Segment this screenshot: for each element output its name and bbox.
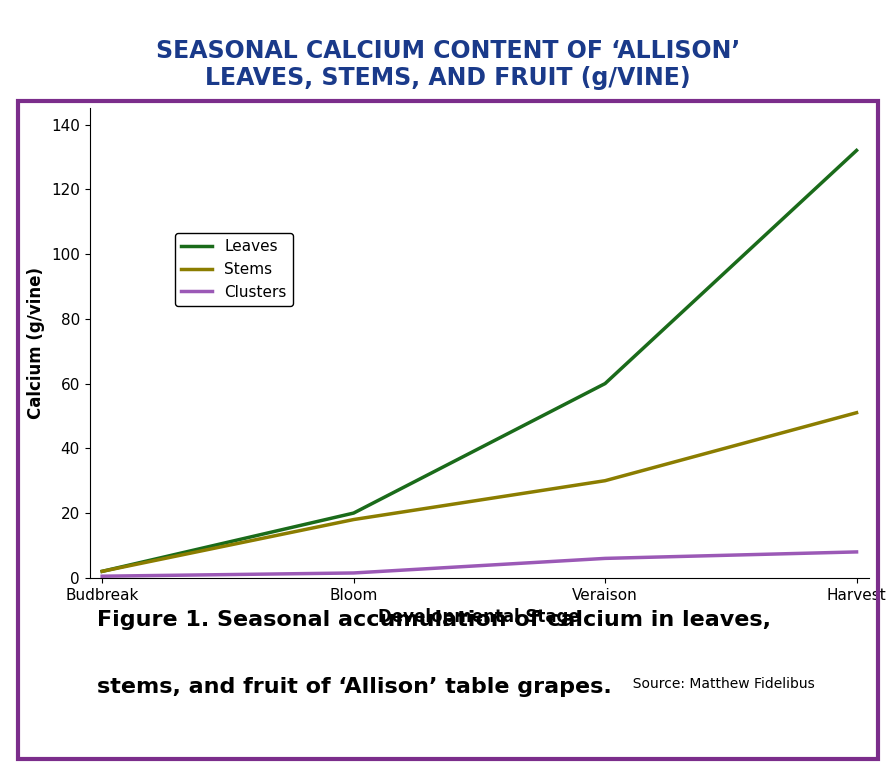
Line: Clusters: Clusters [102, 552, 857, 576]
Line: Stems: Stems [102, 413, 857, 571]
Leaves [349, 509, 359, 518]
Clusters [599, 553, 610, 563]
Leaves [599, 379, 610, 389]
Clusters [349, 568, 359, 577]
Legend: Leaves, Stems, Clusters: Leaves, Stems, Clusters [176, 234, 293, 306]
Y-axis label: Calcium (g/vine): Calcium (g/vine) [28, 267, 46, 419]
Clusters [97, 571, 108, 580]
Text: stems, and fruit of ‘Allison’ table grapes.: stems, and fruit of ‘Allison’ table grap… [98, 676, 612, 697]
Text: SEASONAL CALCIUM CONTENT OF ‘ALLISON’
LEAVES, STEMS, AND FRUIT (g/VINE): SEASONAL CALCIUM CONTENT OF ‘ALLISON’ LE… [156, 39, 740, 91]
X-axis label: Developmental Stage: Developmental Stage [378, 608, 581, 626]
Stems [349, 515, 359, 524]
Stems [599, 476, 610, 485]
Text: Source: Matthew Fidelibus: Source: Matthew Fidelibus [624, 676, 814, 690]
Leaves [851, 146, 862, 155]
Leaves [97, 567, 108, 576]
Line: Leaves: Leaves [102, 150, 857, 571]
Stems [97, 567, 108, 576]
Clusters [851, 547, 862, 557]
Text: Figure 1. Seasonal accumulation of calcium in leaves,: Figure 1. Seasonal accumulation of calci… [98, 610, 771, 630]
Stems [851, 408, 862, 417]
